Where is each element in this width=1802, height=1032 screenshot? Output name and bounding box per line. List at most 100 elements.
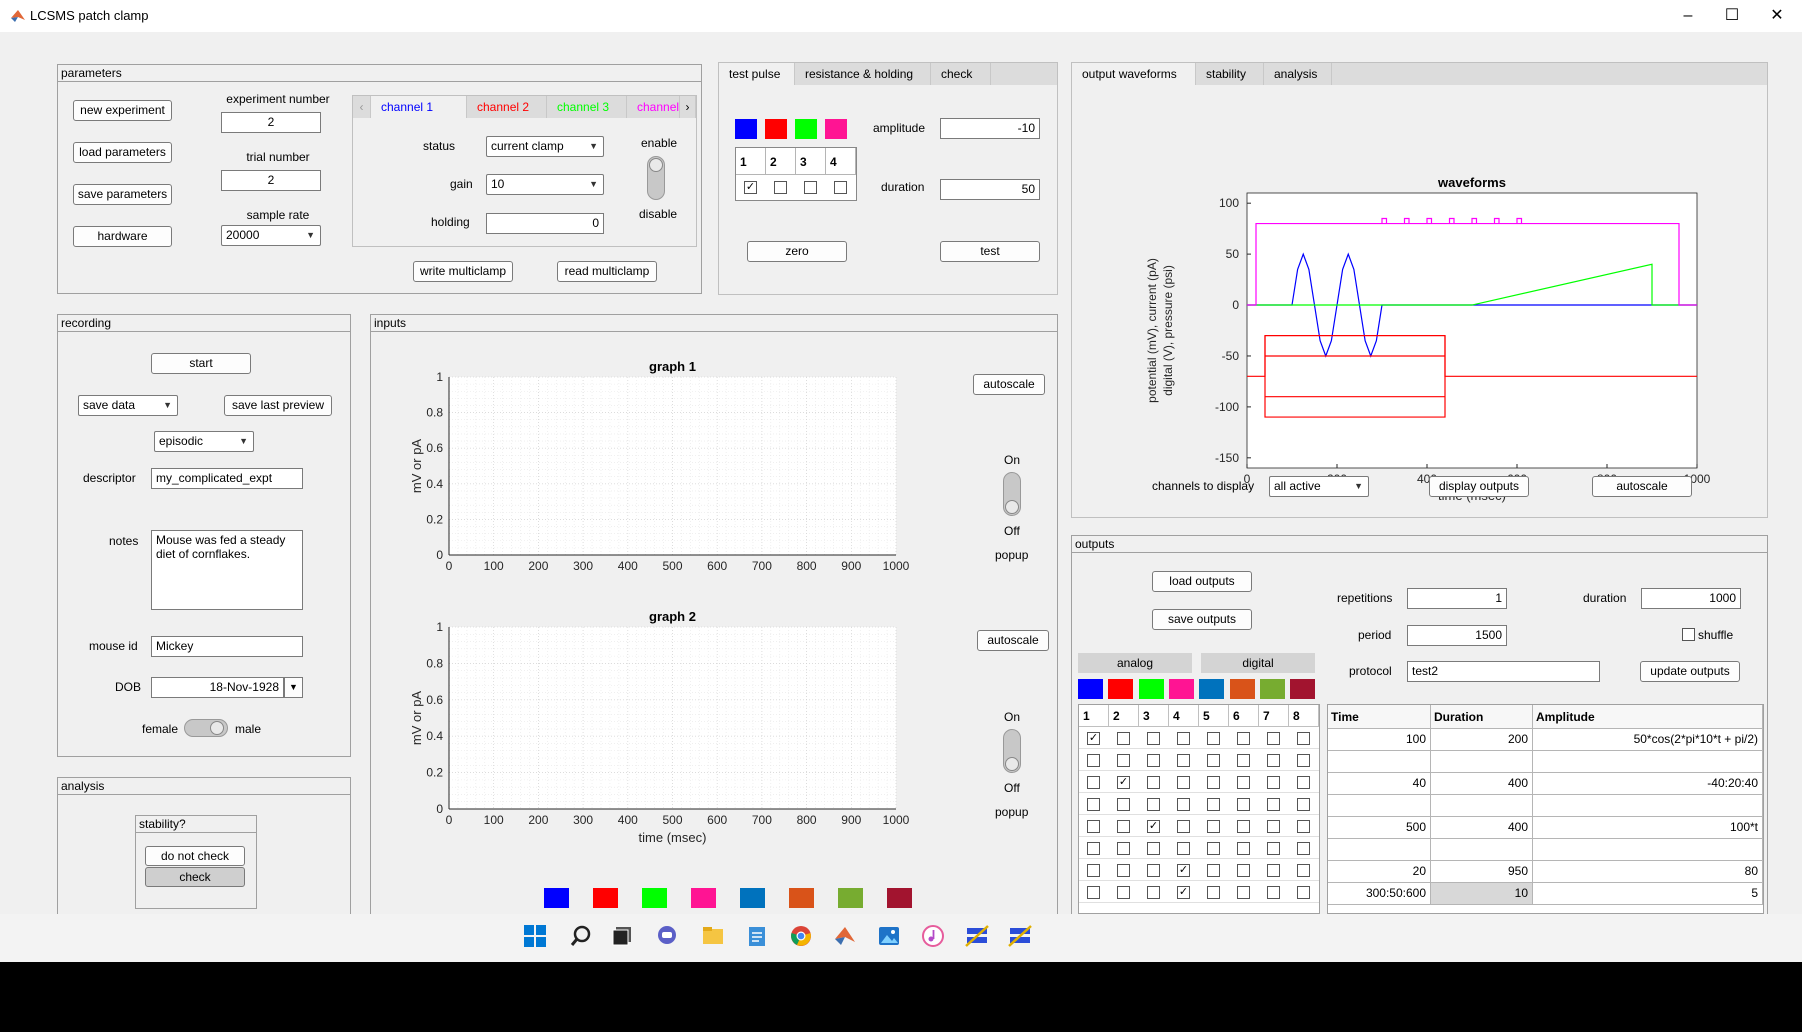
matrix-checkbox[interactable] [1207, 820, 1220, 833]
enable-toggle[interactable] [647, 156, 665, 200]
table-row[interactable] [1328, 839, 1763, 861]
matrix-checkbox[interactable] [1117, 732, 1130, 745]
matrix-checkbox[interactable] [1147, 798, 1160, 811]
start-button[interactable]: start [151, 353, 251, 374]
table-row[interactable]: 40 400 -40:20:40 [1328, 773, 1763, 795]
display-outputs-button[interactable]: display outputs [1429, 476, 1529, 497]
matrix-checkbox[interactable] [1297, 798, 1310, 811]
matrix-checkbox[interactable] [1087, 864, 1100, 877]
matrix-checkbox[interactable] [1267, 842, 1280, 855]
table-row[interactable]: 300:50:600 10 5 [1328, 883, 1763, 905]
matrix-checkbox[interactable] [1237, 776, 1250, 789]
matrix-checkbox[interactable] [1207, 754, 1220, 767]
matrix-checkbox[interactable] [1207, 776, 1220, 789]
graph-2-autoscale-button[interactable]: autoscale [977, 630, 1049, 651]
tab-channel-1[interactable]: channel 1 [371, 96, 467, 118]
table-row[interactable] [1328, 751, 1763, 773]
table-row[interactable] [1328, 795, 1763, 817]
matrix-checkbox[interactable] [1297, 842, 1310, 855]
matrix-checkbox[interactable] [1177, 798, 1190, 811]
matrix-checkbox[interactable] [1237, 732, 1250, 745]
close-button[interactable]: ✕ [1770, 7, 1784, 24]
matrix-checkbox[interactable] [1087, 886, 1100, 899]
tab-stability[interactable]: stability [1196, 63, 1264, 85]
matrix-checkbox[interactable] [1207, 864, 1220, 877]
load-outputs-button[interactable]: load outputs [1152, 571, 1252, 592]
save-outputs-button[interactable]: save outputs [1152, 609, 1252, 630]
matrix-checkbox[interactable] [1147, 886, 1160, 899]
matlab-icon[interactable] [832, 924, 858, 950]
matrix-checkbox[interactable] [1117, 754, 1130, 767]
dob-field[interactable]: 18-Nov-1928 [151, 677, 284, 698]
matrix-checkbox[interactable] [1087, 842, 1100, 855]
matrix-checkbox[interactable] [1267, 820, 1280, 833]
table-row[interactable]: 100 200 50*cos(2*pi*10*t + pi/2) [1328, 729, 1763, 751]
save-mode-dropdown[interactable]: save data ▼ [78, 395, 178, 416]
shuffle-checkbox[interactable] [1682, 628, 1695, 641]
matrix-checkbox[interactable] [1267, 864, 1280, 877]
experiment-number-field[interactable]: 2 [221, 112, 321, 133]
matrix-checkbox[interactable] [1087, 798, 1100, 811]
matrix-checkbox[interactable] [1297, 776, 1310, 789]
graph-1-autoscale-button[interactable]: autoscale [973, 374, 1045, 395]
check-button[interactable]: check [145, 867, 245, 887]
matrix-checkbox[interactable] [1297, 864, 1310, 877]
matrix-checkbox[interactable] [1087, 820, 1100, 833]
tab-scroll-right-icon[interactable]: › [680, 96, 696, 118]
duration-field[interactable]: 50 [940, 179, 1040, 200]
table-row[interactable]: 500 400 100*t [1328, 817, 1763, 839]
matrix-checkbox[interactable] [1087, 776, 1100, 789]
gain-dropdown[interactable]: 10 ▼ [486, 174, 604, 195]
windows-start-icon[interactable] [522, 924, 548, 950]
matrix-checkbox[interactable] [1207, 886, 1220, 899]
sex-toggle[interactable] [184, 719, 228, 737]
matrix-checkbox[interactable] [1087, 754, 1100, 767]
write-multiclamp-button[interactable]: write multiclamp [413, 261, 513, 282]
matrix-checkbox[interactable] [1267, 798, 1280, 811]
zero-button[interactable]: zero [747, 241, 847, 262]
period-field[interactable]: 1500 [1407, 625, 1507, 646]
graph-2-popup-toggle[interactable] [1003, 729, 1021, 773]
tab-channel-3[interactable]: channel 3 [547, 96, 627, 118]
matrix-checkbox[interactable] [1117, 864, 1130, 877]
matrix-checkbox[interactable] [1267, 754, 1280, 767]
tab-analysis[interactable]: analysis [1264, 63, 1332, 85]
channel-checkbox[interactable] [804, 181, 817, 194]
matrix-checkbox[interactable] [1297, 820, 1310, 833]
holding-field[interactable]: 0 [486, 213, 604, 234]
matrix-checkbox[interactable] [1207, 798, 1220, 811]
descriptor-field[interactable]: my_complicated_expt [151, 468, 303, 489]
tab-channel-4[interactable]: channel 4 [627, 96, 689, 118]
app-icon-2[interactable] [1007, 924, 1033, 950]
matrix-checkbox[interactable] [1237, 754, 1250, 767]
protocol-field[interactable]: test2 [1407, 661, 1600, 682]
file-explorer-icon[interactable] [700, 924, 726, 950]
matrix-checkbox[interactable]: ✓ [1087, 732, 1100, 745]
maximize-button[interactable]: ☐ [1724, 7, 1740, 24]
matrix-checkbox[interactable] [1297, 886, 1310, 899]
matrix-checkbox[interactable]: ✓ [1177, 864, 1190, 877]
test-button[interactable]: test [940, 241, 1040, 262]
matrix-checkbox[interactable] [1177, 754, 1190, 767]
matrix-checkbox[interactable] [1237, 820, 1250, 833]
episodic-dropdown[interactable]: episodic ▼ [154, 431, 254, 452]
matrix-checkbox[interactable] [1177, 776, 1190, 789]
matrix-checkbox[interactable] [1147, 864, 1160, 877]
matrix-checkbox[interactable] [1117, 820, 1130, 833]
read-multiclamp-button[interactable]: read multiclamp [557, 261, 657, 282]
sample-rate-dropdown[interactable]: 20000 ▼ [221, 225, 321, 246]
matrix-checkbox[interactable] [1147, 732, 1160, 745]
mouse-id-field[interactable]: Mickey [151, 636, 303, 657]
matrix-checkbox[interactable] [1147, 776, 1160, 789]
channel-checkbox[interactable] [774, 181, 787, 194]
tab-channel-2[interactable]: channel 2 [467, 96, 547, 118]
matrix-checkbox[interactable] [1297, 754, 1310, 767]
photos-icon[interactable] [876, 924, 902, 950]
chrome-icon[interactable] [788, 924, 814, 950]
matrix-checkbox[interactable] [1267, 776, 1280, 789]
tab-scroll-left-icon[interactable]: ‹ [353, 96, 371, 118]
amplitude-field[interactable]: -10 [940, 118, 1040, 139]
channel-checkbox[interactable]: ✓ [744, 181, 757, 194]
matrix-checkbox[interactable] [1147, 842, 1160, 855]
matrix-checkbox[interactable] [1117, 842, 1130, 855]
